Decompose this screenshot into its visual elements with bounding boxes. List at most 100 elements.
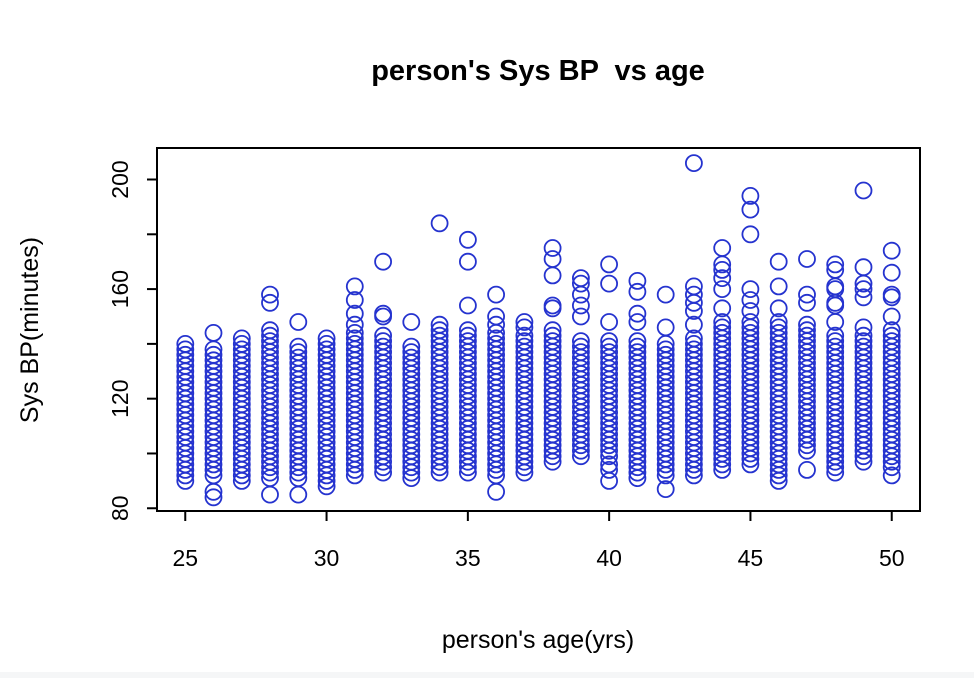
data-point <box>713 318 732 337</box>
data-point <box>345 329 364 348</box>
data-point <box>798 293 816 312</box>
x-tick-label: 50 <box>879 545 905 571</box>
data-point <box>741 280 760 299</box>
data-point <box>600 255 618 274</box>
data-point <box>374 326 393 345</box>
data-point <box>854 326 873 345</box>
data-point <box>826 337 845 356</box>
data-point <box>685 277 703 296</box>
y-tick-label: 160 <box>107 270 133 308</box>
data-point <box>176 345 195 364</box>
data-point <box>289 485 308 504</box>
data-point <box>713 269 732 288</box>
data-point <box>261 285 279 304</box>
data-point <box>854 332 873 351</box>
x-tick-label: 40 <box>596 545 622 571</box>
data-point <box>289 348 308 367</box>
data-point <box>402 348 421 367</box>
data-point <box>741 291 760 309</box>
data-point <box>798 460 816 479</box>
data-point <box>572 337 590 356</box>
data-point <box>600 337 618 356</box>
data-point <box>458 252 477 271</box>
data-point <box>685 154 703 173</box>
data-point <box>515 318 534 337</box>
data-point <box>204 323 223 342</box>
data-point <box>628 304 647 323</box>
data-point <box>826 255 845 274</box>
y-tick-label: 80 <box>107 495 133 521</box>
data-point <box>317 329 336 348</box>
data-point <box>487 307 506 326</box>
data-point <box>232 329 251 348</box>
data-point <box>713 280 732 299</box>
data-point <box>345 304 364 323</box>
data-point <box>543 332 562 351</box>
data-point <box>572 307 590 326</box>
data-point <box>685 285 703 304</box>
data-point <box>543 326 562 345</box>
data-point <box>402 343 421 362</box>
data-point <box>628 282 647 301</box>
data-point <box>656 285 675 304</box>
data-point <box>882 321 901 340</box>
data-point <box>232 334 251 353</box>
data-point <box>204 345 223 364</box>
chart-title: person's Sys BP vs age <box>371 55 705 87</box>
data-point <box>798 285 816 304</box>
data-point <box>882 285 901 304</box>
data-point <box>769 277 788 296</box>
data-point <box>882 326 901 345</box>
data-point <box>572 274 590 293</box>
data-point <box>713 239 732 257</box>
data-point <box>628 313 647 331</box>
data-point <box>515 332 534 351</box>
data-point <box>741 313 760 331</box>
data-point <box>628 271 647 290</box>
data-point <box>458 326 477 345</box>
data-point <box>204 488 223 507</box>
data-point <box>487 482 506 501</box>
data-point <box>769 313 788 331</box>
data-point <box>882 307 901 326</box>
y-tick-label: 200 <box>107 160 133 198</box>
x-tick-label: 35 <box>455 545 481 571</box>
data-point <box>204 482 223 501</box>
data-point <box>487 285 506 304</box>
data-point <box>769 471 788 490</box>
data-point <box>854 288 873 307</box>
data-point <box>572 296 590 315</box>
data-point <box>769 252 788 271</box>
data-point <box>685 329 703 348</box>
data-point <box>543 266 562 285</box>
data-point <box>656 480 675 499</box>
x-axis: 25 30 35 40 45 50 <box>172 511 905 571</box>
data-point <box>600 343 618 362</box>
data-point <box>600 455 618 474</box>
data-point <box>741 323 760 342</box>
data-point <box>882 332 901 351</box>
data-point <box>543 239 562 257</box>
data-point <box>261 485 279 504</box>
data-point <box>458 230 477 249</box>
data-point <box>515 337 534 356</box>
data-point <box>685 334 703 353</box>
data-point <box>826 260 845 279</box>
x-tick-label: 45 <box>738 545 764 571</box>
x-tick-label: 30 <box>314 545 340 571</box>
data-point <box>685 315 703 334</box>
data-point <box>374 304 393 323</box>
data-point <box>798 326 816 345</box>
data-point <box>487 334 506 353</box>
data-point <box>515 326 534 345</box>
x-tick-label: 25 <box>172 545 198 571</box>
data-point <box>176 340 195 359</box>
data-point <box>204 351 223 370</box>
data-point <box>713 299 732 318</box>
data-point <box>487 329 506 348</box>
data-point <box>854 318 873 337</box>
data-point <box>741 302 760 320</box>
data-point <box>345 334 364 353</box>
data-point <box>572 269 590 288</box>
data-point <box>854 258 873 277</box>
